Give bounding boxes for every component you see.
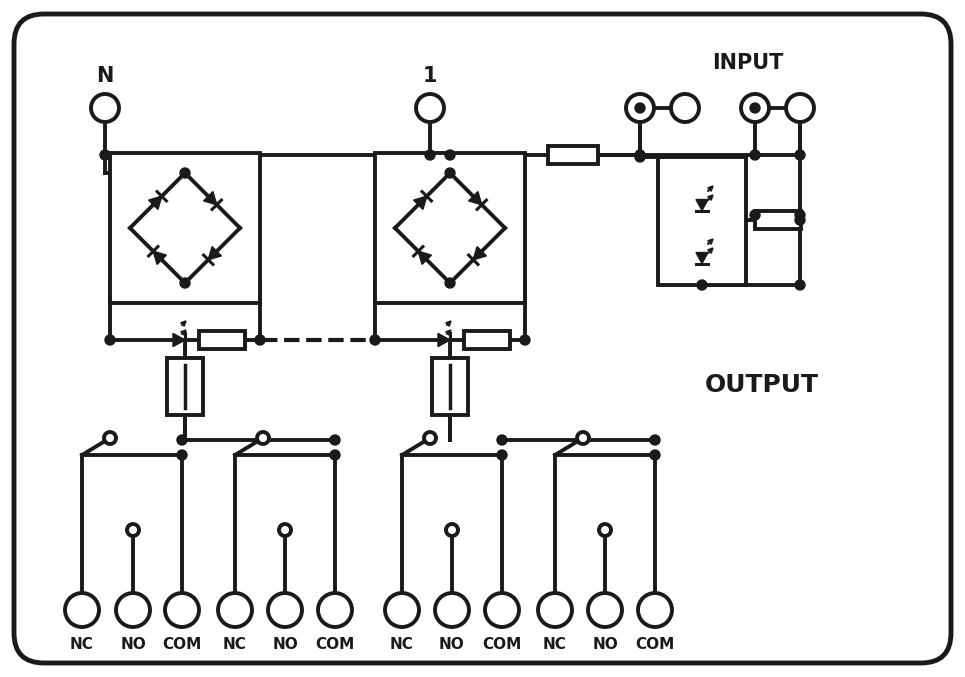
- Text: NO: NO: [593, 637, 618, 652]
- Circle shape: [795, 215, 805, 225]
- Polygon shape: [149, 196, 162, 209]
- Circle shape: [445, 168, 455, 178]
- Text: COM: COM: [635, 637, 675, 652]
- Bar: [375, 153, 525, 303]
- Polygon shape: [696, 253, 708, 263]
- Text: N: N: [96, 66, 114, 86]
- Circle shape: [750, 103, 760, 113]
- Circle shape: [635, 150, 645, 160]
- Circle shape: [650, 450, 660, 460]
- Circle shape: [497, 435, 507, 445]
- Polygon shape: [438, 333, 450, 347]
- Circle shape: [424, 432, 436, 444]
- Circle shape: [255, 335, 265, 345]
- Bar: [755, 211, 801, 229]
- Circle shape: [520, 335, 530, 345]
- Circle shape: [638, 593, 672, 627]
- Circle shape: [279, 524, 291, 536]
- Circle shape: [750, 210, 760, 220]
- Circle shape: [786, 94, 814, 122]
- Circle shape: [91, 94, 119, 122]
- Circle shape: [180, 278, 190, 288]
- Text: NC: NC: [390, 637, 414, 652]
- Polygon shape: [208, 246, 221, 260]
- Text: NO: NO: [272, 637, 298, 652]
- Circle shape: [445, 278, 455, 288]
- Circle shape: [741, 94, 769, 122]
- Circle shape: [650, 435, 660, 445]
- Circle shape: [177, 450, 187, 460]
- Text: 1: 1: [423, 66, 437, 86]
- FancyBboxPatch shape: [14, 14, 951, 663]
- Circle shape: [416, 94, 444, 122]
- Circle shape: [318, 593, 352, 627]
- Circle shape: [435, 593, 469, 627]
- Polygon shape: [418, 251, 431, 265]
- Polygon shape: [153, 251, 166, 265]
- Circle shape: [538, 593, 572, 627]
- Bar: [658, 157, 746, 285]
- Polygon shape: [696, 200, 708, 211]
- Polygon shape: [414, 196, 427, 209]
- Circle shape: [795, 280, 805, 290]
- Circle shape: [127, 524, 139, 536]
- Circle shape: [626, 94, 654, 122]
- Circle shape: [635, 103, 645, 113]
- Bar: [110, 153, 260, 303]
- Polygon shape: [204, 192, 217, 204]
- Text: COM: COM: [316, 637, 354, 652]
- Circle shape: [180, 168, 190, 178]
- Circle shape: [750, 150, 760, 160]
- Text: NC: NC: [543, 637, 567, 652]
- Bar: [199, 331, 245, 349]
- Circle shape: [257, 432, 269, 444]
- Circle shape: [330, 450, 340, 460]
- Circle shape: [795, 210, 805, 220]
- Circle shape: [497, 450, 507, 460]
- Circle shape: [599, 524, 611, 536]
- Circle shape: [446, 524, 458, 536]
- Circle shape: [165, 593, 199, 627]
- Circle shape: [671, 94, 699, 122]
- Circle shape: [385, 593, 419, 627]
- Circle shape: [65, 593, 99, 627]
- Circle shape: [330, 435, 340, 445]
- Circle shape: [577, 432, 589, 444]
- Text: NO: NO: [439, 637, 465, 652]
- Circle shape: [177, 435, 187, 445]
- Circle shape: [116, 593, 150, 627]
- Circle shape: [268, 593, 302, 627]
- Circle shape: [104, 432, 116, 444]
- Polygon shape: [473, 246, 486, 260]
- Circle shape: [425, 150, 435, 160]
- Bar: [432, 358, 468, 415]
- Circle shape: [635, 152, 645, 162]
- Bar: [167, 358, 203, 415]
- Bar: [464, 331, 510, 349]
- Text: NO: NO: [120, 637, 146, 652]
- Bar: [548, 146, 598, 164]
- Circle shape: [370, 335, 380, 345]
- Circle shape: [445, 150, 455, 160]
- Circle shape: [485, 593, 519, 627]
- Circle shape: [697, 280, 707, 290]
- Text: INPUT: INPUT: [712, 53, 784, 73]
- Text: OUTPUT: OUTPUT: [705, 373, 819, 397]
- Text: NC: NC: [223, 637, 247, 652]
- Polygon shape: [469, 192, 482, 204]
- Polygon shape: [173, 333, 185, 347]
- Circle shape: [105, 335, 115, 345]
- Circle shape: [100, 150, 110, 160]
- Circle shape: [795, 150, 805, 160]
- Circle shape: [588, 593, 622, 627]
- Circle shape: [218, 593, 252, 627]
- Text: COM: COM: [162, 637, 202, 652]
- Text: COM: COM: [482, 637, 522, 652]
- Text: NC: NC: [70, 637, 94, 652]
